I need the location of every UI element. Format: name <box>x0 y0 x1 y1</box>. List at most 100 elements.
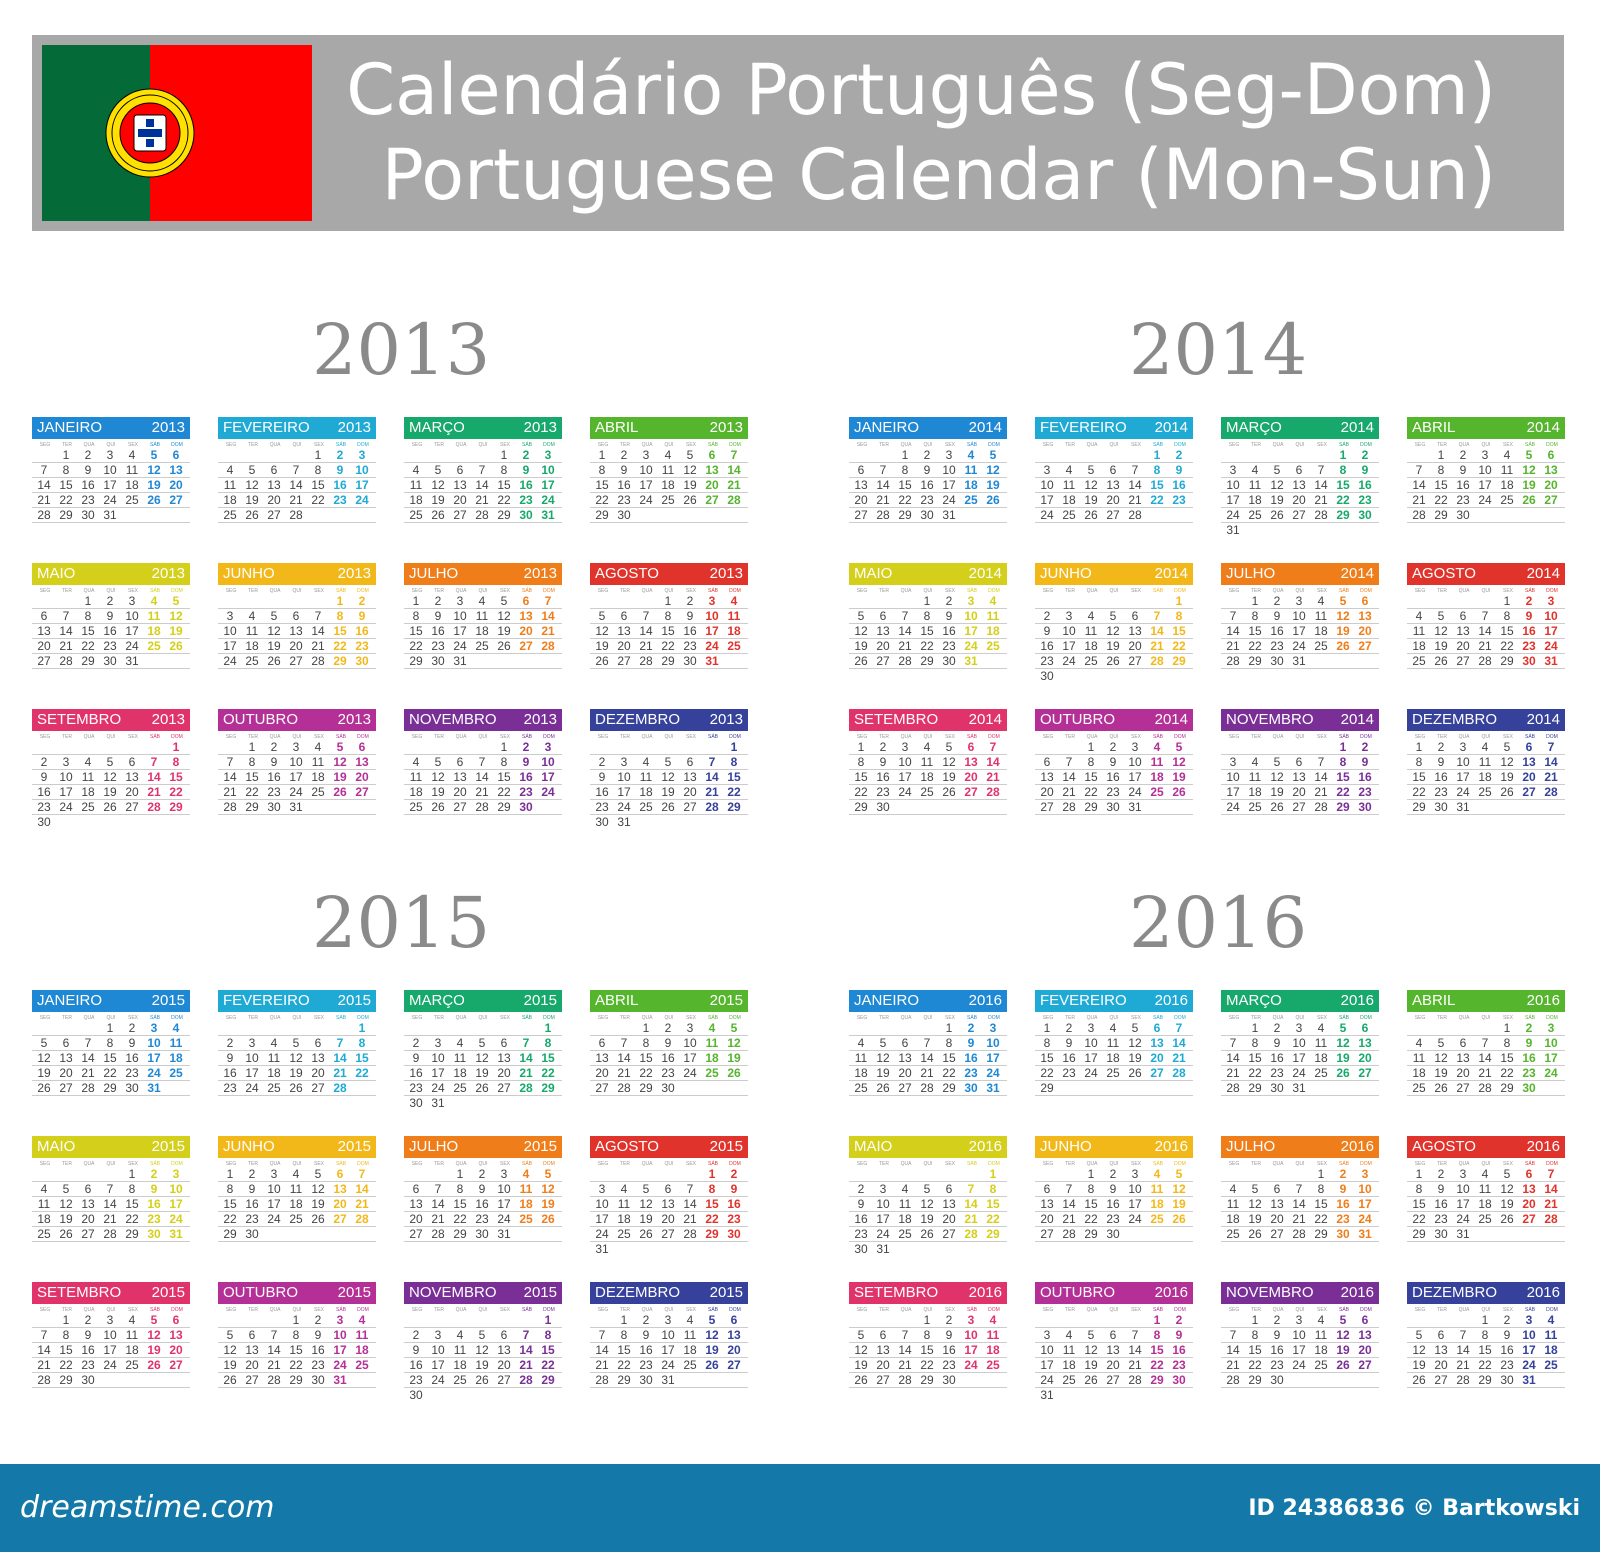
day-number: 30 <box>854 1242 868 1256</box>
weekday-label: SEX <box>1502 1161 1513 1167</box>
weekday-label: QUI <box>664 1307 674 1313</box>
weekday-label: SEX <box>685 588 696 594</box>
day-number: 25 <box>617 1227 631 1241</box>
day-number: 4 <box>1317 1021 1325 1035</box>
weekday-label: QUA <box>1272 442 1284 448</box>
weekday-label: DOM <box>357 734 369 740</box>
day-number: 27 <box>245 1373 259 1387</box>
weekday-label: QUI <box>478 442 488 448</box>
day-number: 2 <box>270 740 278 754</box>
week-divider <box>1221 1372 1379 1373</box>
week-divider <box>404 608 562 609</box>
week-divider <box>590 1226 748 1227</box>
day-number: 25 <box>1248 800 1262 814</box>
day-number: 22 <box>1500 1066 1514 1080</box>
day-number: 22 <box>81 639 95 653</box>
weekday-label: DOM <box>729 1307 741 1313</box>
day-number: 4 <box>1109 1021 1117 1035</box>
day-number: 31 <box>1128 800 1142 814</box>
day-number: 9 <box>1437 1182 1445 1196</box>
day-number: 23 <box>355 639 369 653</box>
day-number: 4 <box>270 1036 278 1050</box>
week-divider <box>590 1181 748 1182</box>
week-divider <box>849 653 1007 654</box>
day-number: 11 <box>661 463 675 477</box>
day-number: 5 <box>270 609 278 623</box>
week-divider <box>849 1342 1007 1343</box>
month-name: ABRIL <box>1412 419 1456 436</box>
day-number: 11 <box>125 1328 139 1342</box>
week-divider <box>32 1387 190 1388</box>
month-header: FEVEREIRO 2014 <box>1035 417 1193 439</box>
day-number: 24 <box>431 1081 445 1095</box>
weekday-label: DOM <box>171 1307 183 1313</box>
day-number: 6 <box>1437 1328 1445 1342</box>
day-number: 30 <box>876 800 890 814</box>
day-number: 28 <box>986 785 1000 799</box>
month-year: 2015 <box>337 1284 371 1301</box>
day-number: 17 <box>964 1343 978 1357</box>
day-number: 27 <box>267 508 281 522</box>
day-number: 8 <box>1153 463 1161 477</box>
day-number: 3 <box>106 448 114 462</box>
day-number: 16 <box>617 478 631 492</box>
month-year: 2016 <box>1340 1284 1374 1301</box>
day-number: 19 <box>1336 1343 1350 1357</box>
weekday-label: TER <box>248 1307 258 1313</box>
day-number: 22 <box>1478 1358 1492 1372</box>
day-number: 13 <box>876 1343 890 1357</box>
week-divider <box>590 754 748 755</box>
day-number: 11 <box>409 770 423 784</box>
day-number: 7 <box>434 1182 442 1196</box>
day-number: 3 <box>989 1021 997 1035</box>
day-number: 5 <box>642 1182 650 1196</box>
weekday-label: QUA <box>1458 734 1470 740</box>
day-number: 3 <box>150 1021 158 1035</box>
day-number: 23 <box>1336 1212 1350 1226</box>
weekday-label: QUI <box>106 734 116 740</box>
weekday-label: SEX <box>1130 1161 1141 1167</box>
day-number: 23 <box>639 1358 653 1372</box>
month-header: JANEIRO 2013 <box>32 417 190 439</box>
day-number: 23 <box>1358 785 1372 799</box>
day-number: 26 <box>1084 508 1098 522</box>
day-number: 5 <box>1503 740 1511 754</box>
month-name: DEZEMBRO <box>595 711 681 728</box>
day-number: 18 <box>617 1212 631 1226</box>
day-number: 20 <box>1150 1051 1164 1065</box>
week-divider <box>590 1095 748 1096</box>
day-number: 27 <box>1270 1227 1284 1241</box>
month-janeiro-2014: JANEIRO 2014 SEG TER QUA QUI SEX SÁB DOM 1 2 3 4 5 6 7 8… <box>849 417 1007 535</box>
day-number: 13 <box>661 1197 675 1211</box>
day-number: 21 <box>964 1212 978 1226</box>
weekday-label: SEG <box>39 734 51 740</box>
day-number: 2 <box>128 1021 136 1035</box>
weekday-label: DOM <box>543 734 555 740</box>
day-number: 11 <box>1062 1343 1076 1357</box>
day-number: 5 <box>500 594 508 608</box>
day-number: 21 <box>431 1212 445 1226</box>
day-number: 28 <box>1544 785 1558 799</box>
day-number: 24 <box>267 1212 281 1226</box>
day-number: 20 <box>1544 478 1558 492</box>
day-number: 10 <box>267 1182 281 1196</box>
day-number: 12 <box>1336 609 1350 623</box>
month-maio-2013: MAIO 2013 SEG TER QUA QUI SEX SÁB DOM 1 2 3 4 5 6 7 8 9 10… <box>32 563 190 681</box>
weekday-label: SÁB <box>1338 1015 1349 1021</box>
day-number: 13 <box>1522 1182 1536 1196</box>
day-number: 8 <box>412 609 420 623</box>
day-number: 16 <box>1062 1051 1076 1065</box>
day-number: 5 <box>248 463 256 477</box>
week-divider <box>404 1065 562 1066</box>
month-year: 2015 <box>523 1138 557 1155</box>
day-number: 3 <box>544 740 552 754</box>
day-number: 12 <box>245 478 259 492</box>
day-number: 7 <box>1229 1036 1237 1050</box>
day-number: 22 <box>1336 493 1350 507</box>
day-number: 22 <box>125 1212 139 1226</box>
day-number: 3 <box>434 1328 442 1342</box>
week-divider <box>590 1050 748 1051</box>
day-number: 17 <box>876 1212 890 1226</box>
day-number: 29 <box>1040 1081 1054 1095</box>
week-divider <box>218 1035 376 1036</box>
